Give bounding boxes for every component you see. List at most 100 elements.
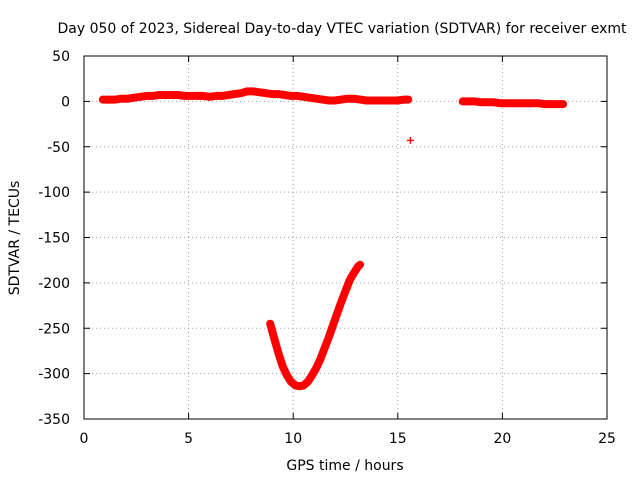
data-point [312,95,320,103]
tick-layer: 0 5 10 15 20 25 50 0 -50 -100 -150 -200 -250 -300 -350 [38,49,616,447]
data-point [350,95,358,103]
data-point [404,96,412,104]
data-point [362,96,370,104]
data-point [394,96,402,104]
data-point [484,98,492,106]
y-tick-label: -300 [38,367,70,383]
data-point [149,92,157,100]
data-point [316,355,324,363]
y-tick-label: -250 [38,321,70,337]
data-point [337,298,345,306]
data-point [325,96,333,104]
data-point [318,96,326,104]
data-point [143,92,151,100]
data-point [231,90,239,98]
data-point [496,99,504,107]
data-layer [98,87,568,391]
data-point [266,320,274,328]
data-point [283,371,291,379]
data-point [206,93,214,101]
data-point [249,87,257,95]
data-point [465,97,473,105]
data-point [174,91,182,99]
data-point [490,98,498,106]
data-point [312,364,320,372]
data-point [344,95,352,103]
y-tick-label: -200 [38,276,70,292]
data-point [331,96,339,104]
data-point [342,287,349,295]
x-tick-label: 0 [80,431,89,447]
data-point [155,91,163,99]
data-point [243,87,251,95]
data-point [275,350,283,358]
data-point [381,96,389,104]
data-point [306,94,314,102]
data-point [199,92,207,100]
data-point [187,92,195,100]
data-point [559,100,567,108]
chart-title: Day 050 of 2023, Sidereal Day-to-day VTE… [58,21,628,37]
y-tick-label: -100 [38,185,70,201]
data-point [287,378,295,386]
data-point [281,91,289,99]
data-point [162,91,170,99]
data-point [300,381,308,389]
data-point [356,261,364,269]
data-point [295,382,303,390]
y-tick-label: -350 [38,412,70,428]
data-point [168,91,176,99]
grid-layer [84,56,607,419]
x-tick-label: 25 [598,431,616,447]
data-point [534,99,542,107]
x-axis-label: GPS time / hours [286,458,403,474]
data-point [291,381,299,389]
data-point [459,97,467,105]
data-point [105,96,113,104]
data-point [256,88,264,96]
data-point [287,92,295,100]
data-point [503,99,511,107]
data-point [547,100,555,108]
data-point [268,90,276,98]
data-point [333,310,341,318]
data-point [521,99,529,107]
data-point [308,371,316,379]
data-point [275,90,283,98]
y-tick-label: 0 [61,94,70,110]
data-point [509,99,517,107]
x-tick-label: 5 [184,431,193,447]
data-point [111,96,119,104]
data-point [300,93,308,101]
data-point [130,94,138,102]
data-point [279,362,287,370]
y-axis-label: SDTVAR / TECUs [7,181,23,296]
data-point [515,99,523,107]
data-point [325,333,333,341]
data-point [304,378,312,386]
data-point [124,95,132,103]
data-point [193,92,201,100]
data-point [118,95,126,103]
y-tick-label: 50 [52,49,70,65]
data-point [224,91,232,99]
x-tick-label: 10 [284,431,302,447]
data-point [553,100,561,108]
data-point [212,92,220,100]
data-point [375,96,383,104]
data-point [528,99,536,107]
data-point [293,92,301,100]
y-tick-label: -50 [47,140,70,156]
data-point [136,93,144,101]
data-point [346,276,354,284]
x-tick-label: 20 [493,431,511,447]
data-point [329,322,337,330]
data-point [237,89,245,97]
data-point [321,344,329,352]
y-tick-label: -150 [38,231,70,247]
data-point [218,92,226,100]
data-point [337,96,345,104]
x-tick-label: 15 [389,431,407,447]
data-point [477,98,485,106]
